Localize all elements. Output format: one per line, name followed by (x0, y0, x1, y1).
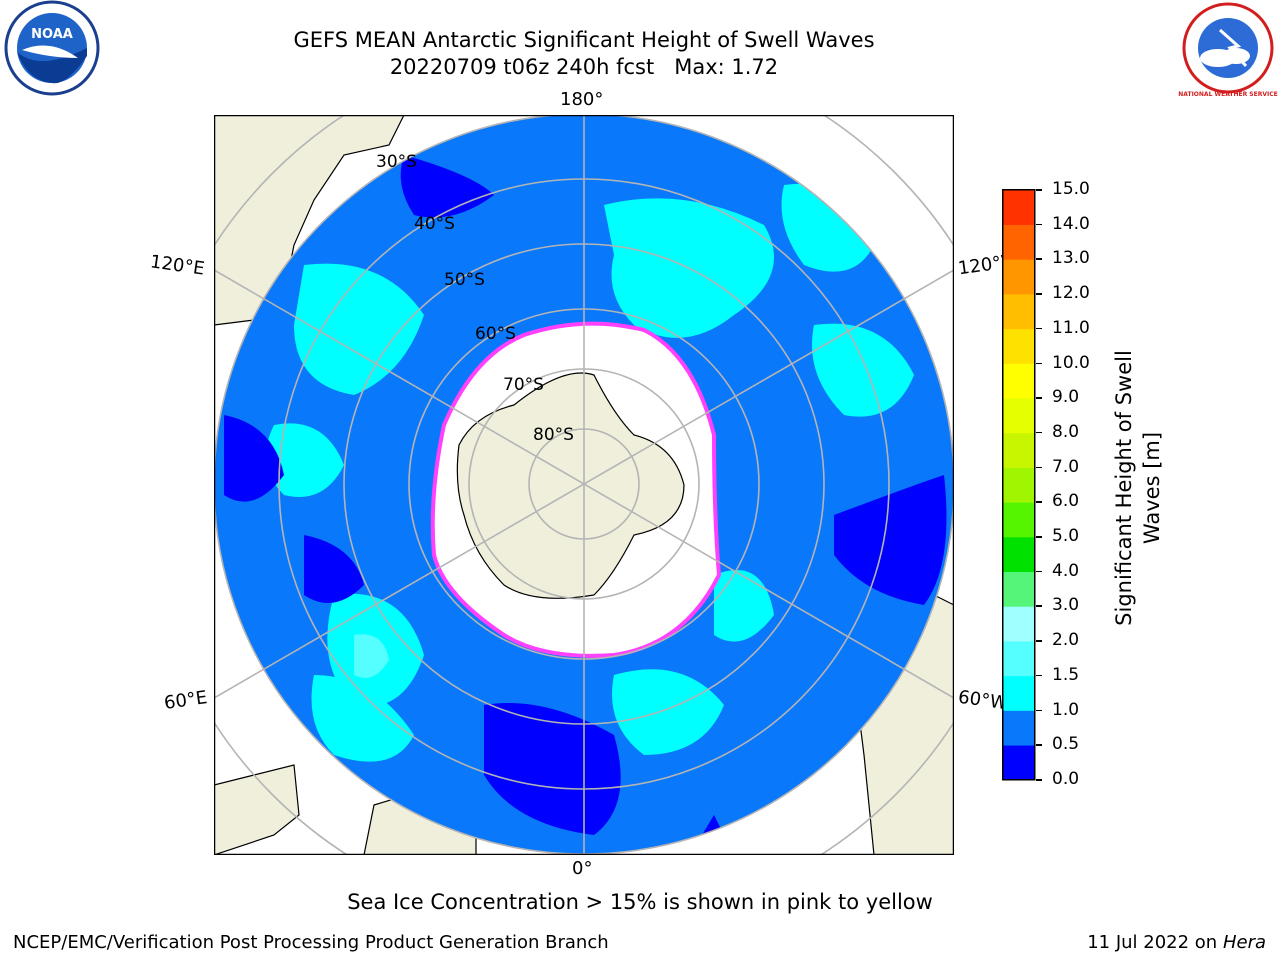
colorbar-tick-mark (1036, 431, 1042, 434)
colorbar-tick-mark (1036, 223, 1042, 226)
nws-logo-text: NATIONAL WEATHER SERVICE (1178, 91, 1277, 98)
colorbar-segment (1002, 224, 1035, 260)
colorbar-segment (1002, 293, 1035, 330)
colorbar-tick-label: 6.0 (1052, 491, 1080, 512)
colorbar-segment (1002, 640, 1035, 677)
colorbar-tick-mark (1036, 779, 1042, 781)
footer-date: 11 Jul 2022 on (1087, 932, 1223, 953)
colorbar-tick-mark (1036, 709, 1042, 712)
colorbar-tick-mark (1036, 605, 1042, 607)
colorbar-tick-mark (1036, 327, 1042, 330)
footer-host: Hera (1222, 932, 1266, 953)
colorbar-tick-label: 1.0 (1052, 699, 1080, 720)
colorbar-tick-label: 2.0 (1052, 630, 1080, 651)
australia-landmass (214, 115, 405, 326)
title-line-1: GEFS MEAN Antarctic Significant Height o… (293, 28, 875, 52)
graticule (214, 115, 954, 855)
colorbar-title: Significant Height of Swell Waves [m] (1110, 338, 1166, 638)
colorbar-tick-mark (1036, 293, 1042, 295)
colorbar-tick-label: 15.0 (1052, 179, 1090, 199)
colorbar-segment (1002, 259, 1035, 295)
colorbar-segment (1002, 467, 1035, 503)
colorbar-tick-label: 0.0 (1052, 769, 1080, 789)
lat-label-30s: 30°S (376, 152, 417, 172)
lat-label-40s: 40°S (414, 214, 455, 234)
colorbar-segment (1002, 328, 1035, 364)
colorbar-segment (1002, 432, 1035, 468)
colorbar-tick-mark (1036, 744, 1042, 746)
colorbar-segment (1002, 397, 1035, 434)
swell-0-05m (224, 155, 947, 854)
lon-label-120e: 120°E (148, 251, 206, 280)
colorbar-tick-mark (1036, 501, 1042, 503)
colorbar-title-line-1: Significant Height of Swell (1112, 350, 1136, 626)
colorbar-tick-mark (1036, 258, 1042, 260)
colorbar-tick-mark (1036, 362, 1042, 365)
colorbar-tick-label: 1.5 (1052, 664, 1080, 685)
colorbar-tick-label: 0.5 (1052, 734, 1080, 755)
colorbar-tick-mark (1036, 570, 1042, 573)
colorbar-tick-label: 9.0 (1052, 387, 1080, 408)
sea-ice-note: Sea Ice Concentration > 15% is shown in … (347, 890, 933, 914)
lat-label-60s: 60°S (475, 324, 516, 344)
nws-logo: NATIONAL WEATHER SERVICE (1178, 2, 1278, 98)
colorbar-tick-label: 4.0 (1052, 560, 1080, 581)
colorbar-segment (1002, 675, 1035, 711)
noaa-logo-text: NOAA (31, 27, 73, 42)
colorbar-tick-label: 12.0 (1052, 283, 1090, 304)
colorbar-segment (1002, 502, 1035, 538)
colorbar-tick-label: 7.0 (1052, 456, 1080, 477)
title-line-2: 20220709 t06z 240h fcst Max: 1.72 (389, 55, 779, 79)
colorbar (1002, 189, 1036, 781)
colorbar-tick-label: 11.0 (1052, 317, 1090, 338)
antarctica (456, 372, 685, 599)
colorbar-tick-mark (1036, 674, 1042, 677)
polar-map (214, 115, 954, 855)
colorbar-segment (1002, 189, 1035, 225)
colorbar-segment (1002, 710, 1035, 746)
lon-label-180: 180° (560, 89, 604, 110)
colorbar-tick-label: 3.0 (1052, 595, 1080, 616)
swell-1-15m (266, 183, 914, 762)
colorbar-tick-mark (1036, 397, 1042, 399)
noaa-logo: NOAA (4, 0, 100, 96)
lat-label-50s: 50°S (444, 270, 485, 290)
lat-label-80s: 80°S (533, 425, 574, 445)
colorbar-tick-mark (1036, 466, 1042, 469)
colorbar-title-line-2: Waves [m] (1140, 431, 1164, 545)
colorbar-segment (1002, 571, 1035, 607)
colorbar-segment (1002, 536, 1035, 573)
lon-label-0: 0° (572, 858, 593, 879)
footer-left: NCEP/EMC/Verification Post Processing Pr… (13, 932, 609, 953)
colorbar-tick-label: 14.0 (1052, 213, 1090, 234)
colorbar-tick-mark (1036, 189, 1042, 191)
map-frame (214, 115, 954, 855)
colorbar-segment (1002, 606, 1035, 642)
swell-15-20m (354, 634, 389, 678)
colorbar-segment (1002, 745, 1035, 781)
footer-right: 11 Jul 2022 on Hera (1087, 932, 1266, 953)
colorbar-segment (1002, 363, 1035, 399)
colorbar-tick-label: 8.0 (1052, 421, 1080, 442)
lon-label-60e: 60°E (162, 687, 209, 714)
colorbar-tick-label: 13.0 (1052, 248, 1090, 269)
colorbar-tick-label: 10.0 (1052, 352, 1090, 373)
lat-label-70s: 70°S (503, 375, 544, 395)
colorbar-tick-mark (1036, 536, 1042, 538)
colorbar-tick-label: 5.0 (1052, 526, 1080, 547)
colorbar-tick-mark (1036, 640, 1042, 642)
